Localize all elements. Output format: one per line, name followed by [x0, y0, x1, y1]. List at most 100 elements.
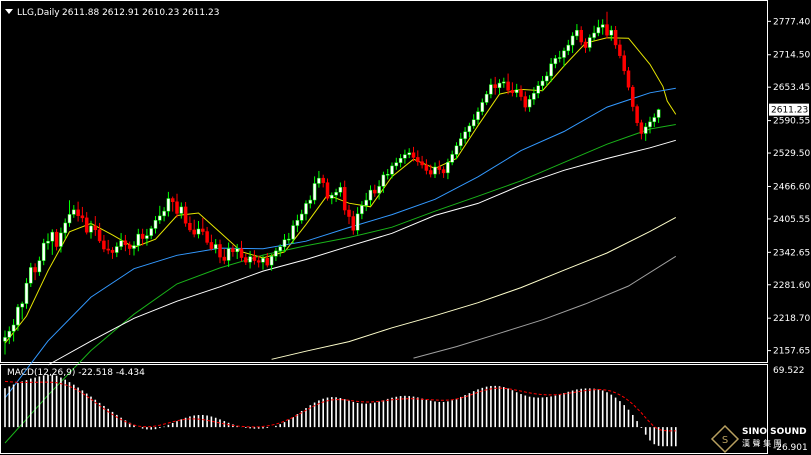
candle: [557, 50, 562, 63]
candle: [618, 39, 622, 59]
candle: [437, 160, 442, 175]
candle-body: [59, 232, 63, 247]
candle-body: [213, 244, 218, 249]
candle: [338, 182, 343, 197]
candle-body: [317, 177, 321, 184]
candle-body: [347, 209, 351, 217]
candle-body: [46, 240, 50, 244]
candle: [265, 252, 270, 268]
macd-panel[interactable]: 69.522 -26.901 MACD(12,26,9) -22.518 -4.4…: [0, 364, 808, 454]
candle-body: [437, 166, 442, 170]
candle-body: [566, 44, 571, 52]
candle: [502, 77, 506, 88]
candle-body: [119, 240, 123, 247]
candle-body: [334, 192, 338, 196]
candle: [110, 247, 115, 259]
candle-body: [570, 35, 575, 46]
chart-header: LLG,Daily 2611.88 2612.91 2610.23 2611.2…: [5, 8, 219, 18]
candle-body: [218, 244, 222, 258]
candle-body: [269, 255, 274, 266]
candle-body: [506, 81, 510, 91]
candle-body: [235, 248, 239, 253]
candle: [287, 232, 291, 244]
candle-body: [394, 162, 399, 167]
candle-body: [54, 231, 59, 247]
candle: [463, 127, 467, 144]
candle: [570, 32, 575, 53]
candle-body: [549, 63, 553, 77]
logo-glyph: S: [722, 435, 728, 446]
candle: [342, 180, 347, 215]
candle-body: [532, 93, 536, 100]
candle-body: [136, 233, 141, 246]
candle-body: [411, 152, 416, 158]
candle-body: [274, 250, 278, 257]
candle: [218, 239, 222, 264]
candle: [119, 233, 123, 251]
candle: [213, 239, 218, 254]
candle: [613, 25, 618, 49]
candle-body: [256, 260, 261, 263]
candle: [24, 278, 29, 309]
candle-body: [93, 225, 98, 231]
candle: [373, 184, 377, 197]
macd-histogram: [4, 374, 677, 447]
candle: [162, 207, 166, 222]
candle-body: [115, 246, 119, 253]
ohlc-values: 2611.88 2612.91 2610.23 2611.23: [62, 8, 219, 18]
price-panel[interactable]: 2777.40 2714.50 2653.45 2590.55 2529.50 2466.…: [0, 0, 811, 444]
candle-body: [321, 177, 325, 183]
candle-body: [209, 242, 214, 249]
candle: [656, 108, 661, 123]
candle: [403, 149, 407, 164]
candle: [476, 107, 480, 125]
candle: [102, 234, 106, 253]
candle: [347, 204, 351, 225]
candle: [67, 200, 72, 227]
candle: [605, 11, 609, 39]
candle: [334, 188, 338, 202]
logo-diamond-icon: [710, 424, 740, 454]
candle-body: [459, 138, 463, 147]
candle: [446, 158, 450, 180]
candle: [16, 304, 20, 331]
candle: [72, 205, 76, 218]
price-panel-frame: [0, 0, 768, 363]
candle-body: [609, 29, 614, 36]
candle-body: [424, 164, 429, 171]
candle: [291, 220, 295, 245]
candle: [325, 178, 330, 201]
candle: [583, 38, 588, 53]
candle-body: [373, 189, 377, 194]
candle-body: [635, 106, 639, 123]
candle: [579, 26, 583, 46]
candle-body: [11, 324, 16, 332]
candle-body: [523, 96, 528, 108]
candle: [639, 119, 644, 140]
candle-body: [76, 209, 80, 216]
candle-body: [489, 84, 493, 95]
candle: [454, 142, 459, 160]
candle: [471, 114, 476, 129]
price-axis-ticks: 2777.40 2714.50 2653.45 2590.55 2529.50 2466.…: [767, 17, 810, 357]
candle-body: [446, 162, 450, 174]
candle-body: [368, 189, 373, 201]
candle: [308, 195, 313, 209]
macd-axis-ticks: 69.522 -26.901: [773, 366, 808, 453]
candle-body: [540, 80, 545, 86]
candle-body: [226, 248, 231, 261]
candle: [304, 200, 308, 221]
candle: [588, 34, 592, 52]
candle: [519, 85, 523, 101]
candle-body: [261, 257, 265, 263]
candle-body: [231, 248, 235, 253]
candle-body: [239, 248, 244, 258]
candle: [317, 170, 321, 188]
candle-body: [583, 41, 588, 48]
candle: [3, 330, 7, 355]
sino-sound-logo: S SINO SOUND 漢 聲 集 團: [710, 424, 807, 454]
candle-body: [605, 24, 609, 36]
candle-body: [536, 85, 540, 94]
chevron-down-icon[interactable]: [5, 9, 13, 14]
